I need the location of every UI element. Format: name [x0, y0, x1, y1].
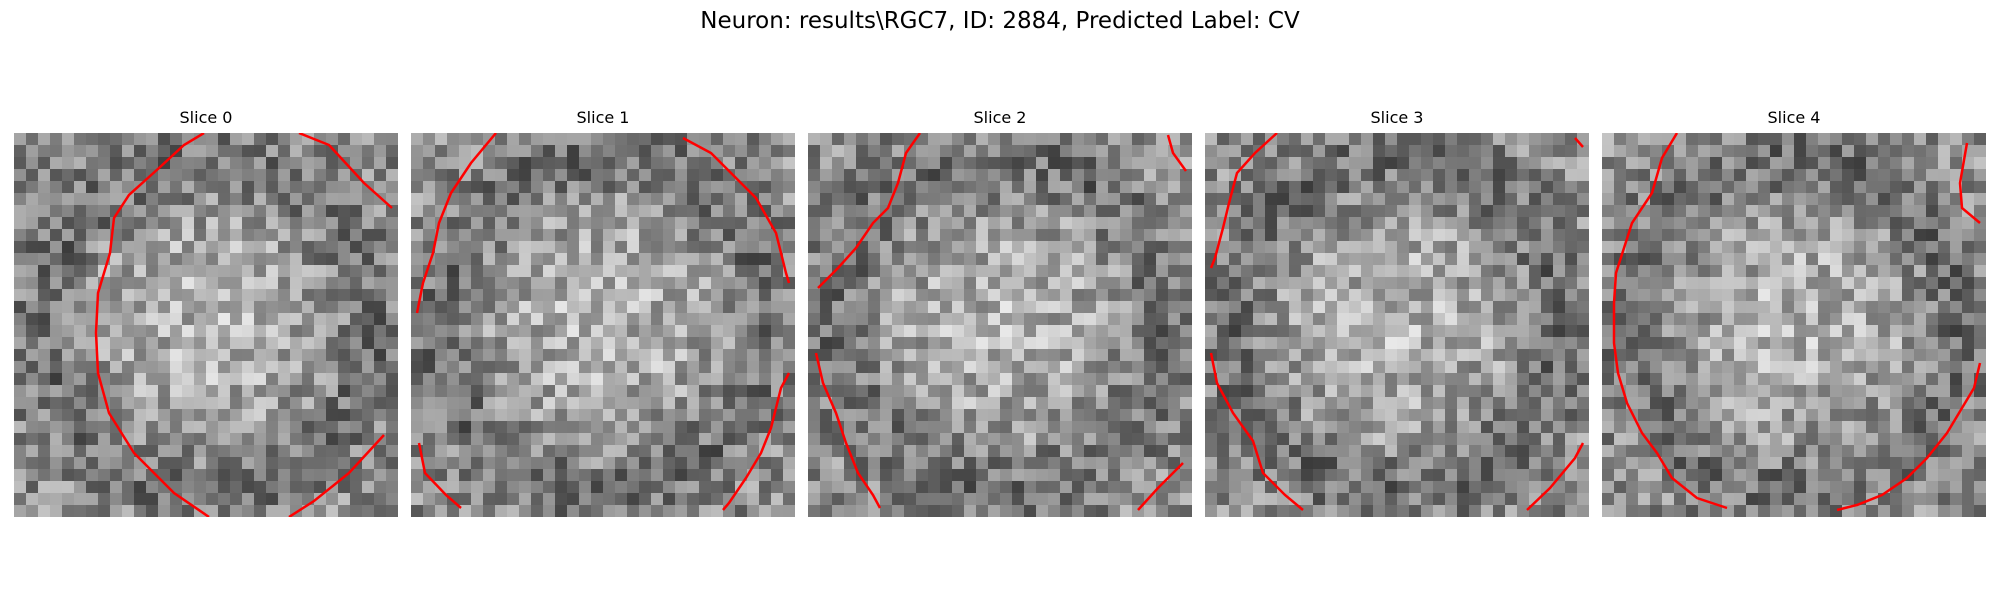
contour-line-2a	[817, 133, 922, 289]
slice-noise-1	[411, 133, 795, 517]
slice-title-2: Slice 2	[973, 108, 1027, 127]
contour-line-0b	[298, 133, 393, 209]
slice-noise-0	[14, 133, 398, 517]
contour-overlay-0	[94, 133, 393, 517]
contour-line-3b	[1574, 137, 1584, 148]
slice-image-1	[411, 133, 795, 517]
slice-image-3	[1205, 133, 1589, 517]
slice-image-0	[14, 133, 398, 517]
contour-line-3a	[1209, 133, 1278, 269]
slice-title-4: Slice 4	[1767, 108, 1821, 127]
slice-noise-4	[1602, 133, 1986, 517]
slice-title-3: Slice 3	[1370, 108, 1424, 127]
contour-overlay-4	[1612, 133, 1982, 512]
figure-title: Neuron: results\RGC7, ID: 2884, Predicte…	[700, 8, 1300, 34]
contour-line-2c	[814, 352, 882, 509]
contour-line-1c	[417, 442, 462, 509]
slice-noise-3	[1205, 133, 1589, 517]
contour-line-3c	[1209, 352, 1304, 511]
slice-title-1: Slice 1	[576, 108, 630, 127]
contour-line-1a	[415, 133, 497, 314]
contour-line-2b	[1166, 134, 1188, 172]
slice-image-4	[1602, 133, 1986, 517]
contour-line-1b	[682, 136, 791, 284]
contour-overlay-1	[415, 133, 791, 511]
contour-line-0c	[288, 434, 385, 517]
contour-line-3d	[1526, 442, 1585, 511]
contour-line-1d	[722, 372, 791, 511]
contour-line-0a	[94, 133, 210, 517]
slice-noise-2	[808, 133, 1192, 517]
slice-image-2	[808, 133, 1192, 517]
contour-line-4a	[1612, 133, 1728, 510]
contour-line-4b	[1836, 362, 1982, 512]
slice-title-0: Slice 0	[179, 108, 233, 127]
contour-overlay-3	[1209, 133, 1585, 511]
contour-overlay-2	[814, 133, 1188, 511]
contour-line-2d	[1137, 462, 1184, 511]
contour-line-4c	[1958, 142, 1981, 224]
